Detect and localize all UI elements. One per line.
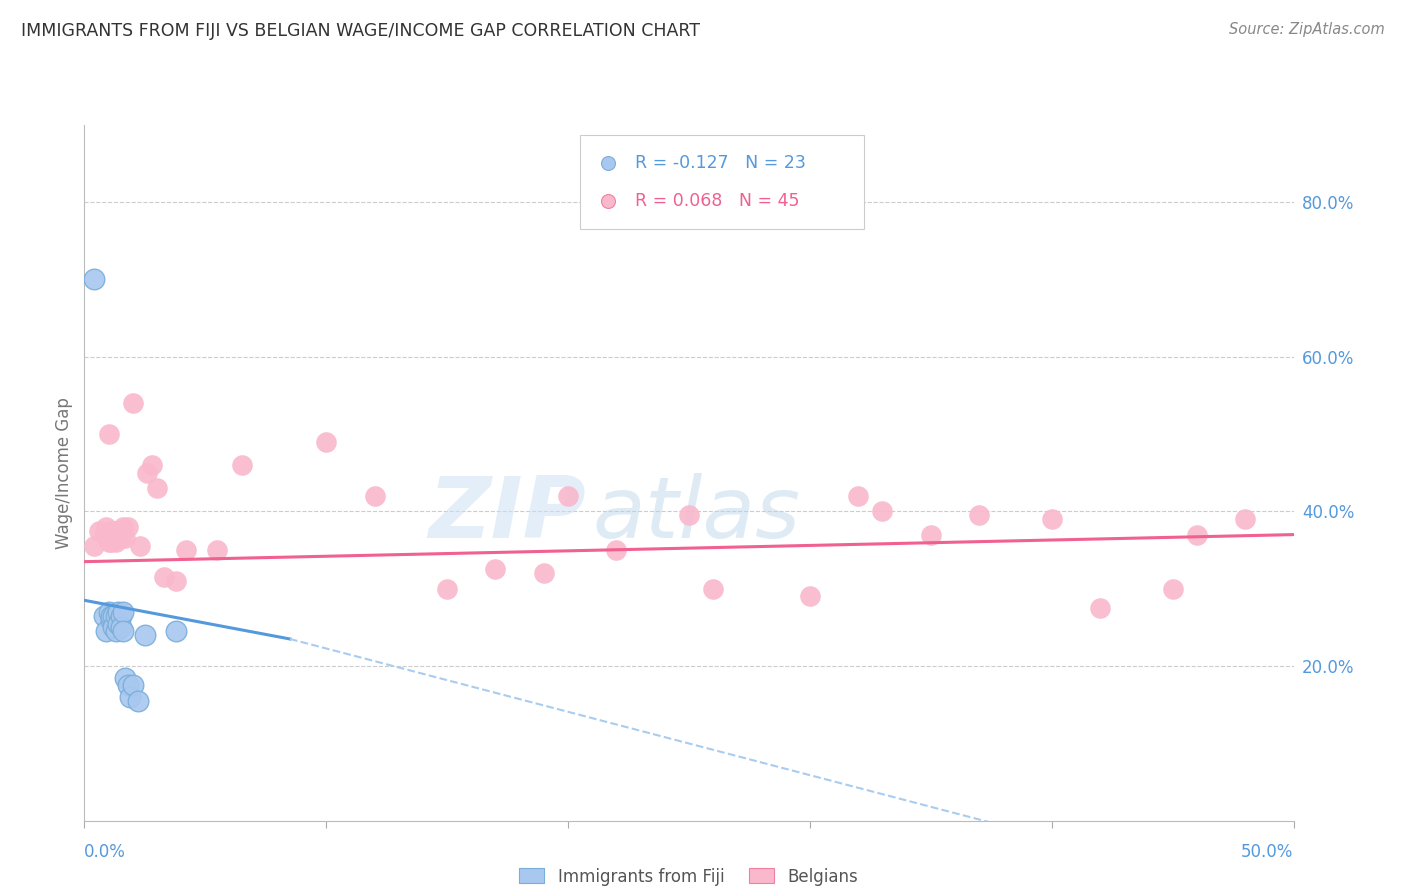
Point [110, 532, 132, 546]
Point [97, 535, 120, 549]
Point [107, 616, 129, 631]
Point [1234, 512, 1257, 526]
Point [103, 524, 125, 538]
Y-axis label: Wage/Income Gap: Wage/Income Gap [55, 397, 73, 549]
Point [112, 624, 135, 639]
Point [920, 527, 942, 541]
Point [103, 524, 125, 538]
Point [557, 489, 579, 503]
Point [110, 608, 132, 623]
Point [146, 481, 169, 495]
Point [107, 605, 129, 619]
Point [174, 543, 197, 558]
Point [315, 434, 337, 449]
Point [104, 608, 127, 623]
Text: R = 0.068   N = 45: R = 0.068 N = 45 [634, 193, 799, 211]
Point [1088, 601, 1111, 615]
Point [117, 678, 139, 692]
Point [136, 466, 159, 480]
Point [967, 508, 990, 523]
Point [121, 396, 143, 410]
Text: 50.0%: 50.0% [1241, 843, 1294, 861]
Point [702, 582, 724, 596]
Point [134, 628, 156, 642]
Point [83, 539, 105, 553]
Point [100, 613, 122, 627]
Point [94, 624, 117, 639]
Point [100, 535, 122, 549]
Point [153, 570, 176, 584]
Point [114, 671, 136, 685]
Point [231, 458, 253, 472]
Point [678, 508, 700, 523]
Point [799, 590, 821, 604]
Point [872, 504, 894, 518]
Point [100, 608, 122, 623]
Point [363, 489, 385, 503]
Point [120, 690, 142, 704]
Point [112, 605, 135, 619]
Text: 0.0%: 0.0% [84, 843, 127, 861]
Point [112, 520, 135, 534]
Text: R = -0.127   N = 23: R = -0.127 N = 23 [634, 154, 806, 172]
Point [1040, 512, 1063, 526]
Text: ZIP: ZIP [429, 473, 586, 556]
Point [484, 562, 506, 576]
Point [165, 574, 187, 588]
Point [129, 539, 152, 553]
Point [207, 543, 229, 558]
Point [93, 608, 115, 623]
Point [83, 272, 105, 286]
Point [114, 532, 136, 546]
Point [107, 524, 129, 538]
Legend: Immigrants from Fiji, Belgians: Immigrants from Fiji, Belgians [513, 861, 865, 892]
Point [104, 535, 127, 549]
Point [104, 624, 127, 639]
Point [127, 694, 149, 708]
Point [100, 524, 122, 538]
Point [533, 566, 555, 581]
Text: atlas: atlas [592, 473, 800, 556]
Point [97, 427, 120, 442]
Point [121, 678, 143, 692]
Text: Source: ZipAtlas.com: Source: ZipAtlas.com [1229, 22, 1385, 37]
Point [93, 527, 115, 541]
Point [1185, 527, 1208, 541]
Point [97, 605, 120, 619]
Point [87, 524, 110, 538]
Point [1121, 126, 1143, 140]
Point [436, 582, 458, 596]
Text: IMMIGRANTS FROM FIJI VS BELGIAN WAGE/INCOME GAP CORRELATION CHART: IMMIGRANTS FROM FIJI VS BELGIAN WAGE/INC… [21, 22, 700, 40]
Point [103, 620, 125, 634]
Point [103, 608, 125, 623]
Point [141, 458, 163, 472]
Point [1121, 83, 1143, 97]
Point [1161, 582, 1184, 596]
Point [117, 520, 139, 534]
FancyBboxPatch shape [581, 136, 865, 229]
Point [605, 543, 627, 558]
Point [94, 520, 117, 534]
Point [110, 620, 132, 634]
Point [846, 489, 869, 503]
Point [165, 624, 187, 639]
